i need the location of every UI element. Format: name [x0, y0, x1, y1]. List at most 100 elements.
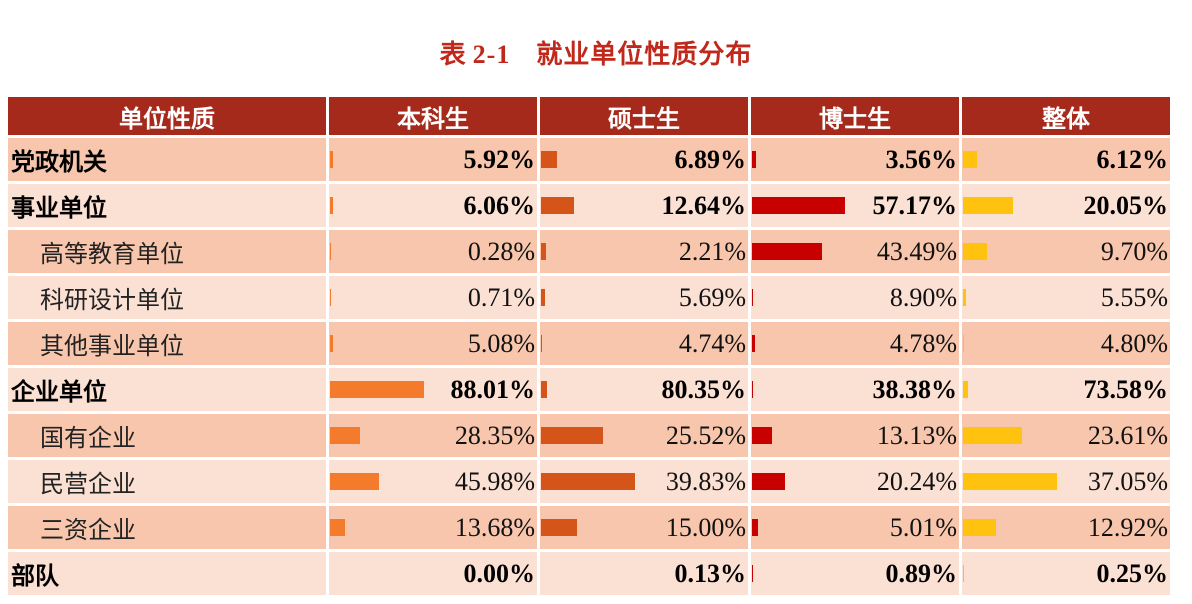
data-bar-phd — [752, 197, 845, 214]
data-bar-phd — [752, 473, 785, 490]
data-bar-master — [541, 289, 545, 306]
cell-overall: 0.25% — [962, 552, 1170, 595]
table-row: 事业单位 6.06% 12.64% 57.17% 20.05% — [8, 184, 1170, 227]
row-label-cell: 科研设计单位 — [8, 276, 326, 319]
table-row: 民营企业 45.98% 39.83% 20.24% 37.05% — [8, 460, 1170, 503]
percentage-value: 15.00% — [665, 513, 746, 542]
row-label: 党政机关 — [11, 148, 107, 176]
cell-overall: 9.70% — [962, 230, 1170, 273]
data-bar-overall — [963, 335, 964, 352]
row-label-cell: 党政机关 — [8, 138, 326, 181]
percentage-value: 73.58% — [1083, 375, 1169, 404]
header-overall: 整体 — [962, 97, 1170, 135]
percentage-value: 5.08% — [467, 329, 535, 358]
table-title: 表 2-1 就业单位性质分布 — [0, 34, 1192, 71]
cell-phd: 0.89% — [751, 552, 959, 595]
cell-overall: 12.92% — [962, 506, 1170, 549]
data-bar-overall — [963, 381, 968, 398]
cell-phd: 4.78% — [751, 322, 959, 365]
cell-bachelor: 6.06% — [329, 184, 537, 227]
percentage-value: 5.92% — [463, 145, 536, 174]
cell-master: 4.74% — [540, 322, 748, 365]
cell-master: 6.89% — [540, 138, 748, 181]
row-label: 事业单位 — [11, 194, 107, 222]
percentage-value: 13.13% — [876, 421, 957, 450]
data-bar-bachelor — [330, 473, 379, 490]
percentage-value: 13.68% — [454, 513, 535, 542]
cell-master: 0.13% — [540, 552, 748, 595]
percentage-value: 39.83% — [665, 467, 746, 496]
title-number: 2-1 — [472, 40, 511, 69]
percentage-value: 0.00% — [463, 559, 536, 588]
data-bar-master — [541, 197, 574, 214]
percentage-value: 4.78% — [889, 329, 957, 358]
cell-phd: 38.38% — [751, 368, 959, 411]
percentage-value: 37.05% — [1087, 467, 1168, 496]
row-label: 科研设计单位 — [40, 286, 184, 314]
cell-bachelor: 5.08% — [329, 322, 537, 365]
cell-bachelor: 0.00% — [329, 552, 537, 595]
cell-master: 15.00% — [540, 506, 748, 549]
cell-phd: 3.56% — [751, 138, 959, 181]
data-bar-master — [541, 427, 603, 444]
header-phd: 博士生 — [751, 97, 959, 135]
cell-phd: 8.90% — [751, 276, 959, 319]
percentage-value: 6.12% — [1096, 145, 1169, 174]
data-bar-overall — [963, 473, 1057, 490]
percentage-value: 38.38% — [872, 375, 958, 404]
data-bar-bachelor — [330, 519, 345, 536]
cell-bachelor: 88.01% — [329, 368, 537, 411]
percentage-value: 12.64% — [661, 191, 747, 220]
data-bar-bachelor — [330, 427, 360, 444]
percentage-value: 45.98% — [454, 467, 535, 496]
percentage-value: 20.05% — [1083, 191, 1169, 220]
percentage-value: 5.01% — [889, 513, 957, 542]
row-label: 高等教育单位 — [40, 240, 184, 268]
cell-phd: 5.01% — [751, 506, 959, 549]
percentage-value: 5.55% — [1100, 283, 1168, 312]
row-label-cell: 高等教育单位 — [8, 230, 326, 273]
cell-master: 5.69% — [540, 276, 748, 319]
data-bar-overall — [963, 243, 987, 260]
percentage-value: 3.56% — [885, 145, 958, 174]
percentage-value: 80.35% — [661, 375, 747, 404]
percentage-value: 6.89% — [674, 145, 747, 174]
data-bar-master — [541, 243, 546, 260]
table-row: 党政机关 5.92% 6.89% 3.56% 6.12% — [8, 138, 1170, 181]
data-bar-bachelor — [330, 243, 331, 260]
data-bar-overall — [963, 565, 964, 582]
cell-overall: 73.58% — [962, 368, 1170, 411]
header-bachelor: 本科生 — [329, 97, 537, 135]
cell-overall: 23.61% — [962, 414, 1170, 457]
cell-master: 25.52% — [540, 414, 748, 457]
percentage-value: 23.61% — [1087, 421, 1168, 450]
cell-bachelor: 28.35% — [329, 414, 537, 457]
data-bar-bachelor — [330, 151, 333, 168]
data-bar-overall — [963, 289, 966, 306]
data-bar-phd — [752, 151, 756, 168]
data-bar-overall — [963, 151, 977, 168]
percentage-value: 0.25% — [1096, 559, 1169, 588]
cell-phd: 20.24% — [751, 460, 959, 503]
data-bar-bachelor — [330, 381, 424, 398]
data-bar-master — [541, 151, 557, 168]
data-bar-overall — [963, 427, 1022, 444]
cell-bachelor: 13.68% — [329, 506, 537, 549]
header-master: 硕士生 — [540, 97, 748, 135]
percentage-value: 0.71% — [467, 283, 535, 312]
percentage-value: 25.52% — [665, 421, 746, 450]
cell-bachelor: 5.92% — [329, 138, 537, 181]
data-bar-phd — [752, 519, 758, 536]
row-label-cell: 国有企业 — [8, 414, 326, 457]
row-label: 其他事业单位 — [40, 332, 184, 360]
cell-overall: 37.05% — [962, 460, 1170, 503]
title-prefix: 表 — [439, 40, 467, 70]
row-label: 部队 — [11, 562, 59, 590]
percentage-value: 88.01% — [450, 375, 536, 404]
data-bar-phd — [752, 289, 753, 306]
percentage-value: 8.90% — [889, 283, 957, 312]
row-label: 三资企业 — [40, 516, 136, 544]
title-text: 就业单位性质分布 — [536, 40, 753, 70]
percentage-value: 20.24% — [876, 467, 957, 496]
row-label: 国有企业 — [40, 424, 136, 452]
